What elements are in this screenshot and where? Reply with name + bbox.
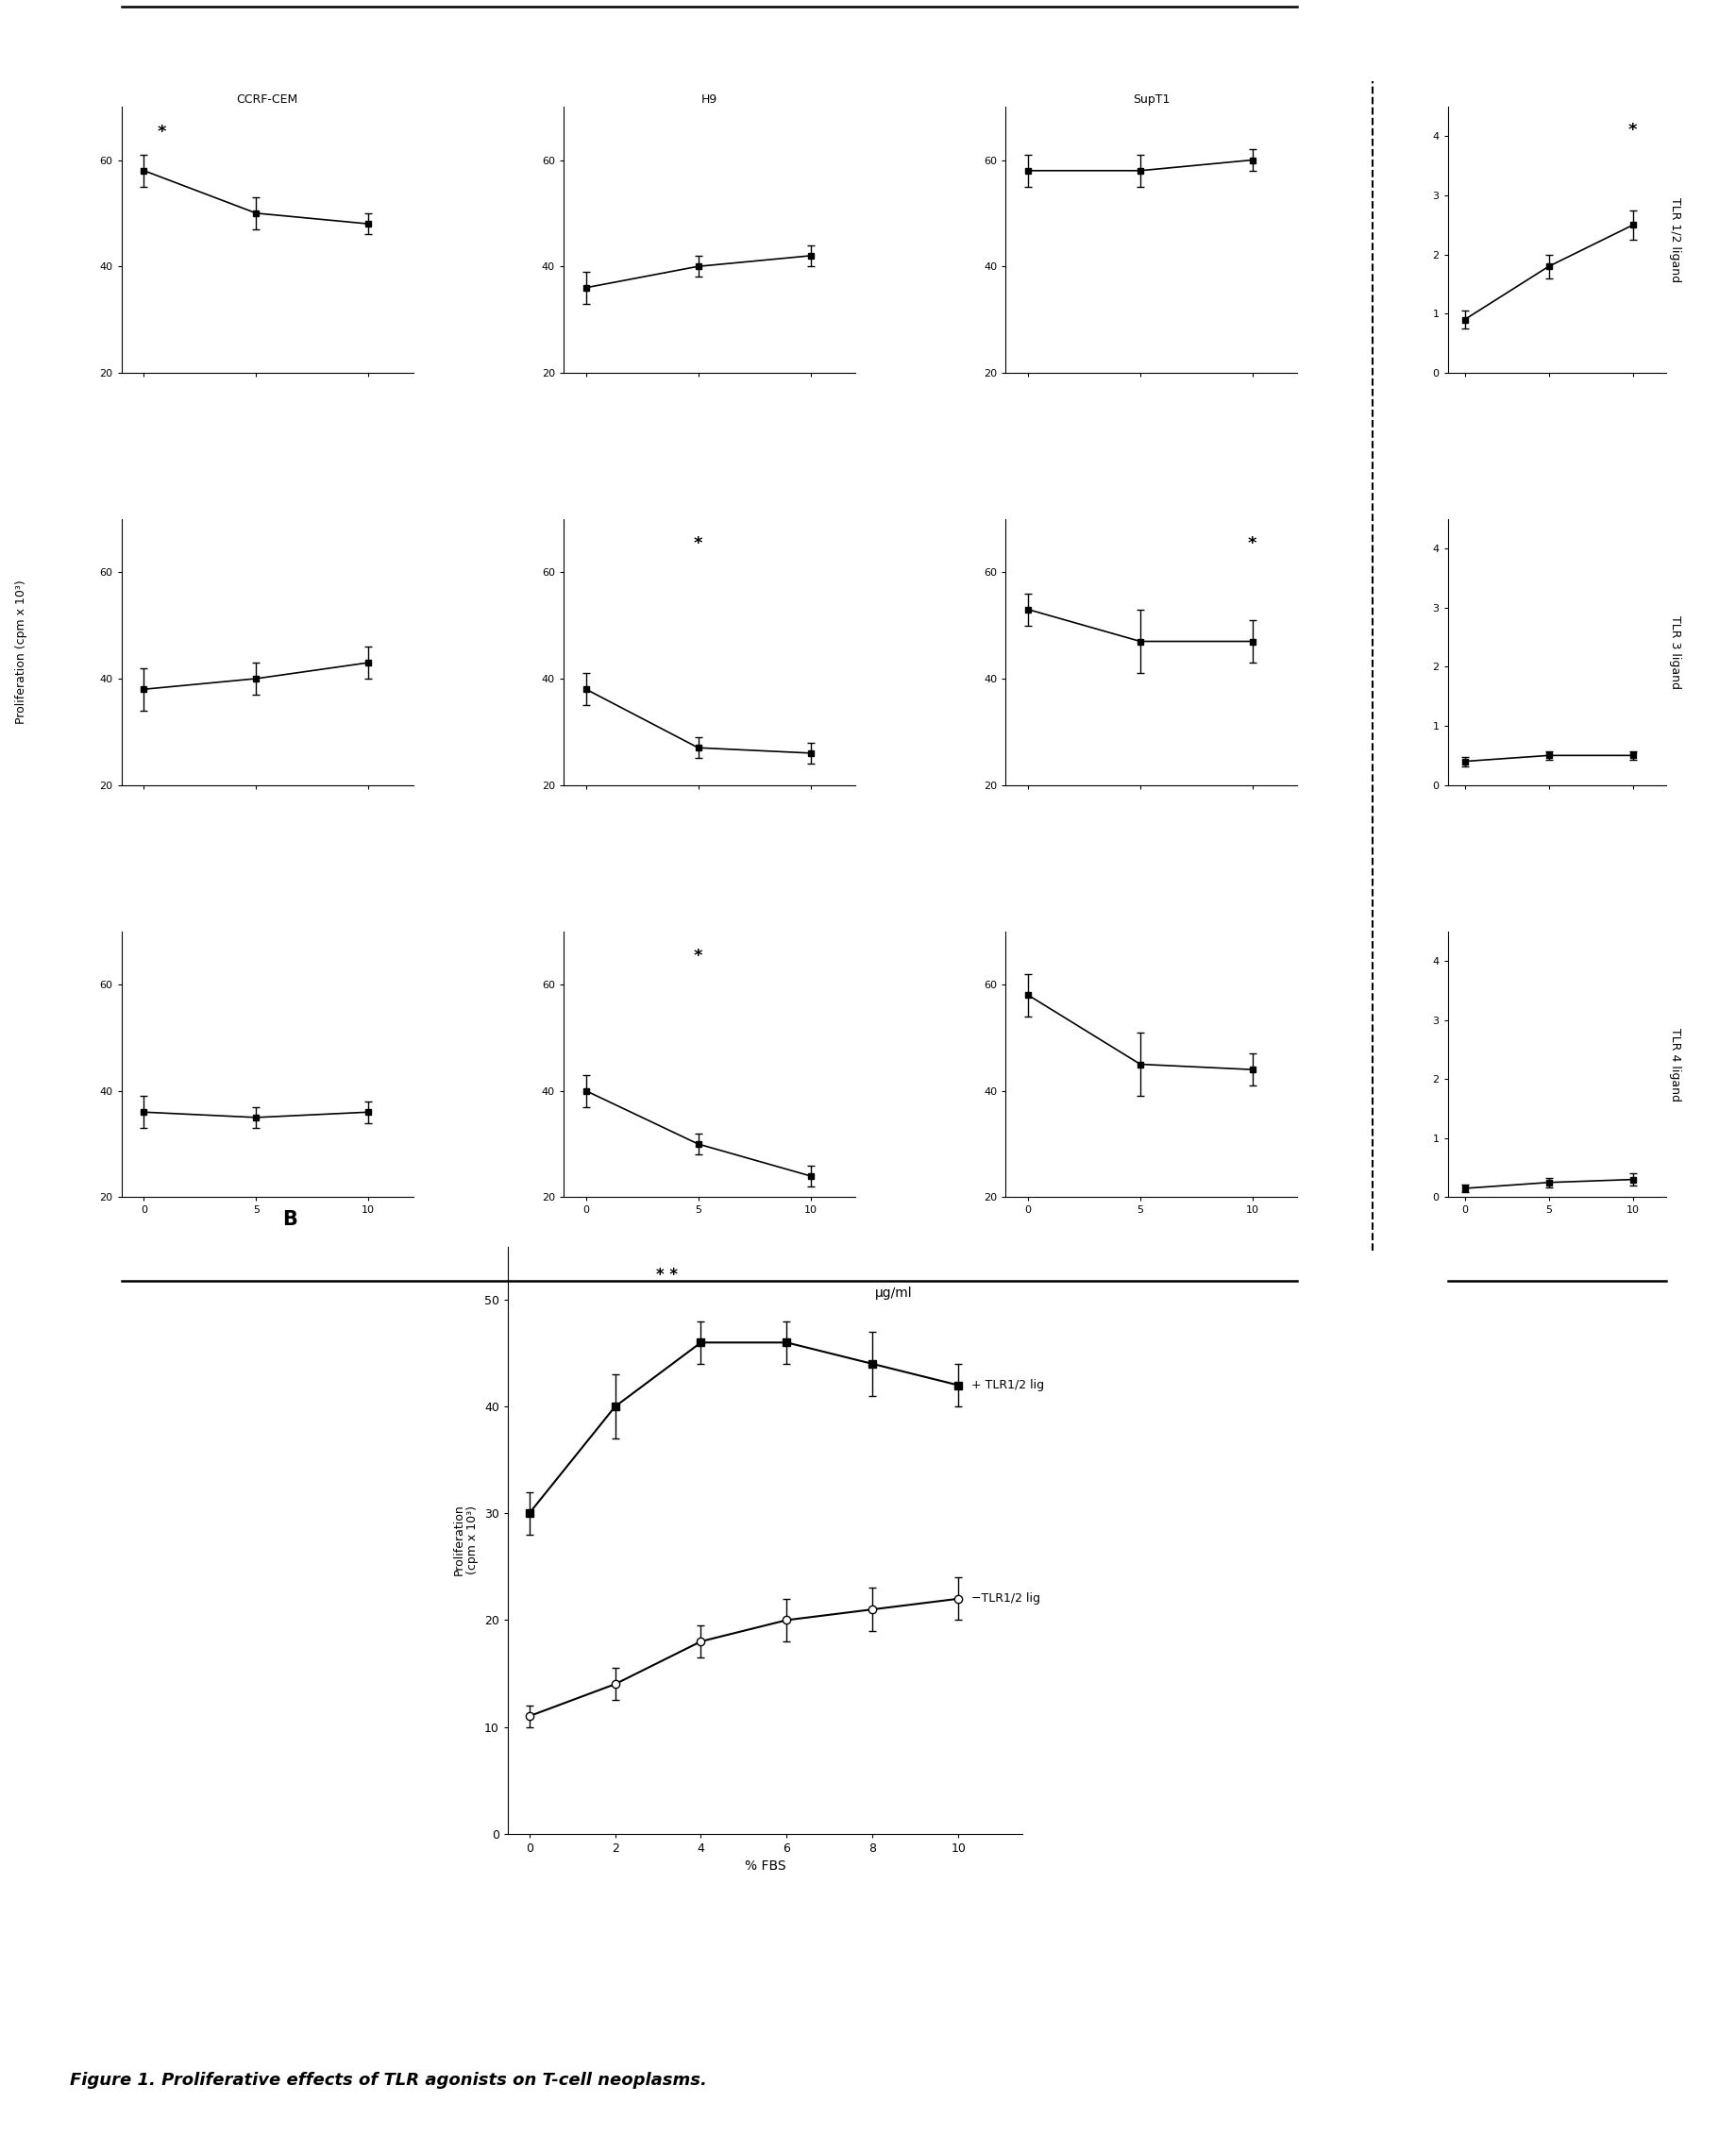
Text: *: * <box>1248 536 1257 553</box>
Title: SupT1: SupT1 <box>1134 94 1170 105</box>
Text: Figure 1. Proliferative effects of TLR agonists on T-cell neoplasms.: Figure 1. Proliferative effects of TLR a… <box>69 2072 707 2089</box>
X-axis label: % FBS: % FBS <box>745 1860 786 1873</box>
Text: *: * <box>694 948 703 965</box>
Text: TLR 4 ligand: TLR 4 ligand <box>1668 1027 1682 1100</box>
Title: H9: H9 <box>701 94 717 105</box>
Text: μg/ml: μg/ml <box>875 1288 913 1301</box>
Title: CCRF-CEM: CCRF-CEM <box>236 94 299 105</box>
Y-axis label: Proliferation
(cpm x 10³): Proliferation (cpm x 10³) <box>453 1504 479 1576</box>
Text: *: * <box>1628 122 1637 139</box>
Text: + TLR1/2 lig: + TLR1/2 lig <box>970 1380 1043 1391</box>
Text: TLR 3 ligand: TLR 3 ligand <box>1668 615 1682 688</box>
Text: * *: * * <box>656 1267 677 1284</box>
Text: *: * <box>694 536 703 553</box>
Text: B: B <box>281 1211 297 1230</box>
Text: −TLR1/2 lig: −TLR1/2 lig <box>970 1593 1040 1604</box>
Text: *: * <box>158 124 167 141</box>
Text: Proliferation (cpm x 10³): Proliferation (cpm x 10³) <box>14 581 28 724</box>
Text: TLR 1/2 ligand: TLR 1/2 ligand <box>1668 197 1682 282</box>
